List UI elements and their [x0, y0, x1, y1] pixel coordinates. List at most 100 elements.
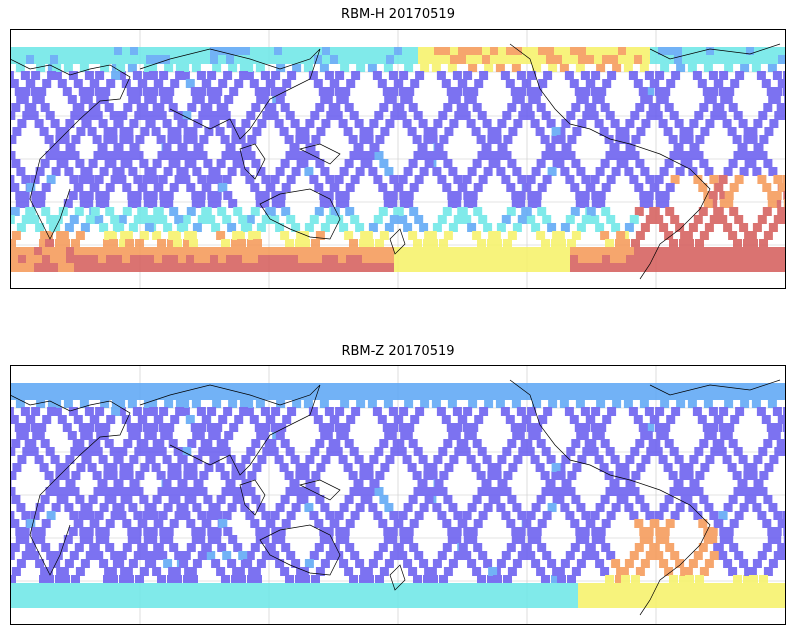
swath-tile [482, 583, 491, 592]
swath-tile [442, 183, 452, 192]
swath-tile [58, 391, 67, 400]
swath-tile [90, 247, 99, 256]
swath-tile [144, 167, 154, 176]
swath-tile [628, 407, 638, 416]
swath-tile [675, 223, 685, 232]
swath-tile [702, 423, 712, 432]
swath-tile [129, 119, 139, 128]
swath-tile [698, 519, 708, 528]
swath-tile [601, 519, 611, 528]
swath-tile [522, 543, 532, 552]
swath-tile [42, 79, 52, 88]
swath-tile [319, 527, 329, 536]
swath-tile [154, 599, 163, 608]
swath-tile [154, 383, 163, 392]
swath-tile [536, 159, 546, 168]
swath-tile [379, 567, 389, 576]
swath-tile [244, 71, 254, 80]
swath-tile [324, 407, 334, 416]
swath-tile [669, 239, 678, 248]
swath-tile [414, 551, 424, 560]
swath-tile [557, 239, 566, 248]
swath-tile [757, 511, 767, 520]
swath-tile [237, 487, 247, 496]
swath-tile [501, 511, 511, 520]
swath-tile [433, 119, 443, 128]
swath-tile [242, 599, 251, 608]
swath-tile [436, 71, 446, 80]
swath-tile [674, 263, 683, 272]
swath-tile [386, 47, 395, 56]
swath-tile [314, 47, 323, 56]
swath-tile [147, 95, 157, 104]
swath-tile [570, 543, 580, 552]
swath-tile [178, 255, 187, 264]
swath-tile [133, 423, 143, 432]
swath-tile [194, 143, 204, 152]
swath-tile [402, 455, 412, 464]
swath-tile [275, 559, 285, 568]
swath-tile [642, 247, 651, 256]
swath-tile [526, 551, 536, 560]
swath-tile [582, 447, 592, 456]
swath-tile [580, 527, 590, 536]
swath-tile [630, 111, 640, 120]
swath-tile [115, 503, 125, 512]
swath-tile [424, 567, 434, 576]
swath-tile [157, 575, 166, 584]
swath-tile [610, 391, 619, 400]
swath-tile [118, 151, 128, 160]
swath-tile [10, 55, 19, 64]
swath-tile [423, 471, 433, 480]
swath-tile [540, 135, 550, 144]
swath-tile [183, 463, 193, 472]
swath-tile [394, 519, 404, 528]
swath-tile [178, 55, 187, 64]
swath-tile [695, 471, 705, 480]
swath-tile [409, 207, 419, 216]
swath-tile [197, 175, 207, 184]
swath-tile [140, 463, 150, 472]
coastline-path [509, 379, 711, 616]
swath-tile [680, 495, 690, 504]
swath-tile [437, 551, 447, 560]
swath-tile [74, 255, 83, 264]
swath-tile [639, 199, 649, 208]
swath-tile [202, 599, 211, 608]
swath-tile [246, 111, 256, 120]
swath-tile [458, 47, 467, 56]
swath-tile [189, 487, 199, 496]
swath-tile [148, 71, 158, 80]
swath-tile [620, 471, 630, 480]
swath-tile [339, 223, 349, 232]
swath-tile [68, 407, 78, 416]
swath-tile [670, 511, 680, 520]
swath-tile [79, 527, 89, 536]
swath-tile [663, 463, 673, 472]
swath-tile [162, 455, 172, 464]
swath-tile [266, 55, 275, 64]
swath-tile [687, 399, 697, 408]
swath-tile [45, 575, 54, 584]
swath-tile [338, 255, 347, 264]
swath-tile [130, 47, 139, 56]
swath-tile [429, 575, 438, 584]
swath-tile [642, 55, 651, 64]
swath-tile [15, 527, 25, 536]
swath-tile [782, 175, 786, 184]
swath-tile [589, 447, 599, 456]
swath-tile [407, 463, 417, 472]
swath-tile [531, 167, 541, 176]
swath-tile [143, 535, 153, 544]
swath-tile [707, 95, 717, 104]
swath-tile [474, 247, 483, 256]
swath-tile [168, 231, 178, 240]
swath-tile [282, 247, 291, 256]
swath-tile [432, 559, 442, 568]
swath-tile [184, 159, 194, 168]
swath-tile [735, 71, 745, 80]
swath-tile [183, 127, 193, 136]
swath-tile [75, 567, 85, 576]
swath-tile [402, 391, 411, 400]
swath-tile [370, 255, 379, 264]
